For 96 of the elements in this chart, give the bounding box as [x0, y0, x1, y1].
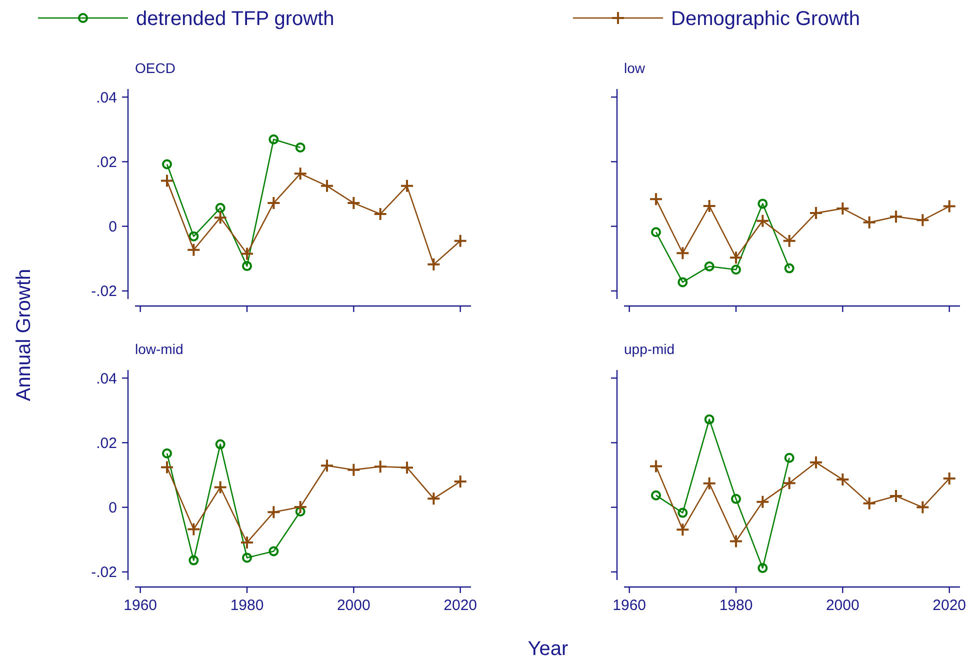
point [942, 199, 956, 214]
point [240, 246, 254, 261]
point [809, 455, 823, 470]
point [649, 459, 663, 474]
point [160, 460, 174, 474]
chart-title: OECD [135, 60, 176, 76]
point [756, 214, 770, 228]
x-tick-label: 1980 [230, 597, 264, 614]
x-tick-label: 2000 [336, 597, 370, 614]
point [702, 198, 716, 213]
point [215, 439, 226, 450]
legend-label: detrended TFP growth [136, 8, 334, 30]
point [426, 257, 441, 272]
point [758, 198, 768, 209]
x-tick-label: 1960 [612, 597, 646, 614]
point [809, 206, 823, 220]
point [188, 555, 199, 566]
y-tick-label: -.02 [91, 283, 117, 300]
point [373, 460, 388, 474]
point [678, 508, 688, 518]
point [784, 263, 794, 274]
point [320, 458, 334, 473]
legend-label: Demographic Growth [671, 8, 860, 30]
y-tick-label: .04 [96, 89, 117, 106]
point [651, 490, 661, 500]
point [756, 494, 770, 509]
x-tick-label: 2000 [826, 597, 860, 614]
point [729, 534, 743, 548]
point [651, 227, 661, 238]
y-tick-label: .04 [96, 370, 117, 388]
point [889, 210, 903, 224]
point [268, 134, 279, 144]
point [782, 234, 796, 248]
point [676, 246, 690, 260]
point [162, 448, 172, 458]
point [731, 264, 741, 275]
point [213, 210, 228, 225]
y-tick-label: .02 [96, 154, 117, 171]
point [186, 242, 201, 257]
point [213, 480, 228, 494]
point [162, 159, 172, 170]
point [453, 474, 468, 488]
x-tick-label: 2020 [444, 597, 478, 614]
point [731, 494, 741, 504]
point [758, 563, 768, 574]
point [346, 196, 361, 210]
y-tick-label: 0 [108, 500, 117, 517]
point [916, 213, 930, 228]
chart-title: low [624, 60, 646, 76]
point [293, 166, 308, 181]
point [678, 277, 688, 288]
point [782, 476, 796, 490]
x-tick-label: 1960 [124, 597, 158, 614]
y-tick-label: .02 [96, 434, 117, 452]
point [704, 261, 714, 272]
point [676, 522, 690, 537]
point [400, 460, 414, 475]
point [373, 207, 388, 222]
point [268, 546, 279, 556]
point [188, 231, 199, 242]
x-tick-label: 1980 [719, 597, 753, 614]
point [266, 505, 281, 520]
point [942, 472, 956, 486]
chart-title: upp-mid [624, 341, 675, 357]
point [242, 261, 252, 272]
point [916, 500, 930, 514]
y-tick-label: 0 [108, 218, 117, 236]
point [215, 202, 226, 213]
point [836, 202, 850, 216]
point [862, 215, 876, 230]
point [836, 472, 850, 487]
point [702, 476, 716, 490]
point [426, 492, 441, 506]
y-tick-label: -.02 [91, 564, 117, 582]
point [400, 178, 414, 193]
point [295, 506, 306, 517]
point [320, 178, 334, 193]
point [453, 234, 468, 248]
point [242, 552, 252, 563]
point [160, 174, 174, 188]
point [346, 462, 361, 477]
point [862, 496, 876, 510]
point [729, 250, 743, 265]
point [186, 522, 201, 536]
point [649, 192, 663, 206]
point [704, 414, 714, 424]
point [293, 500, 308, 514]
chart-title: low-mid [135, 341, 184, 357]
point [784, 452, 794, 463]
x-tick-label: 2020 [932, 597, 966, 614]
point [266, 196, 281, 210]
y-axis-title: Annual Growth [13, 268, 35, 402]
point [240, 536, 254, 550]
x-axis-title: Year [528, 638, 569, 660]
point [295, 142, 306, 152]
point [889, 489, 903, 503]
